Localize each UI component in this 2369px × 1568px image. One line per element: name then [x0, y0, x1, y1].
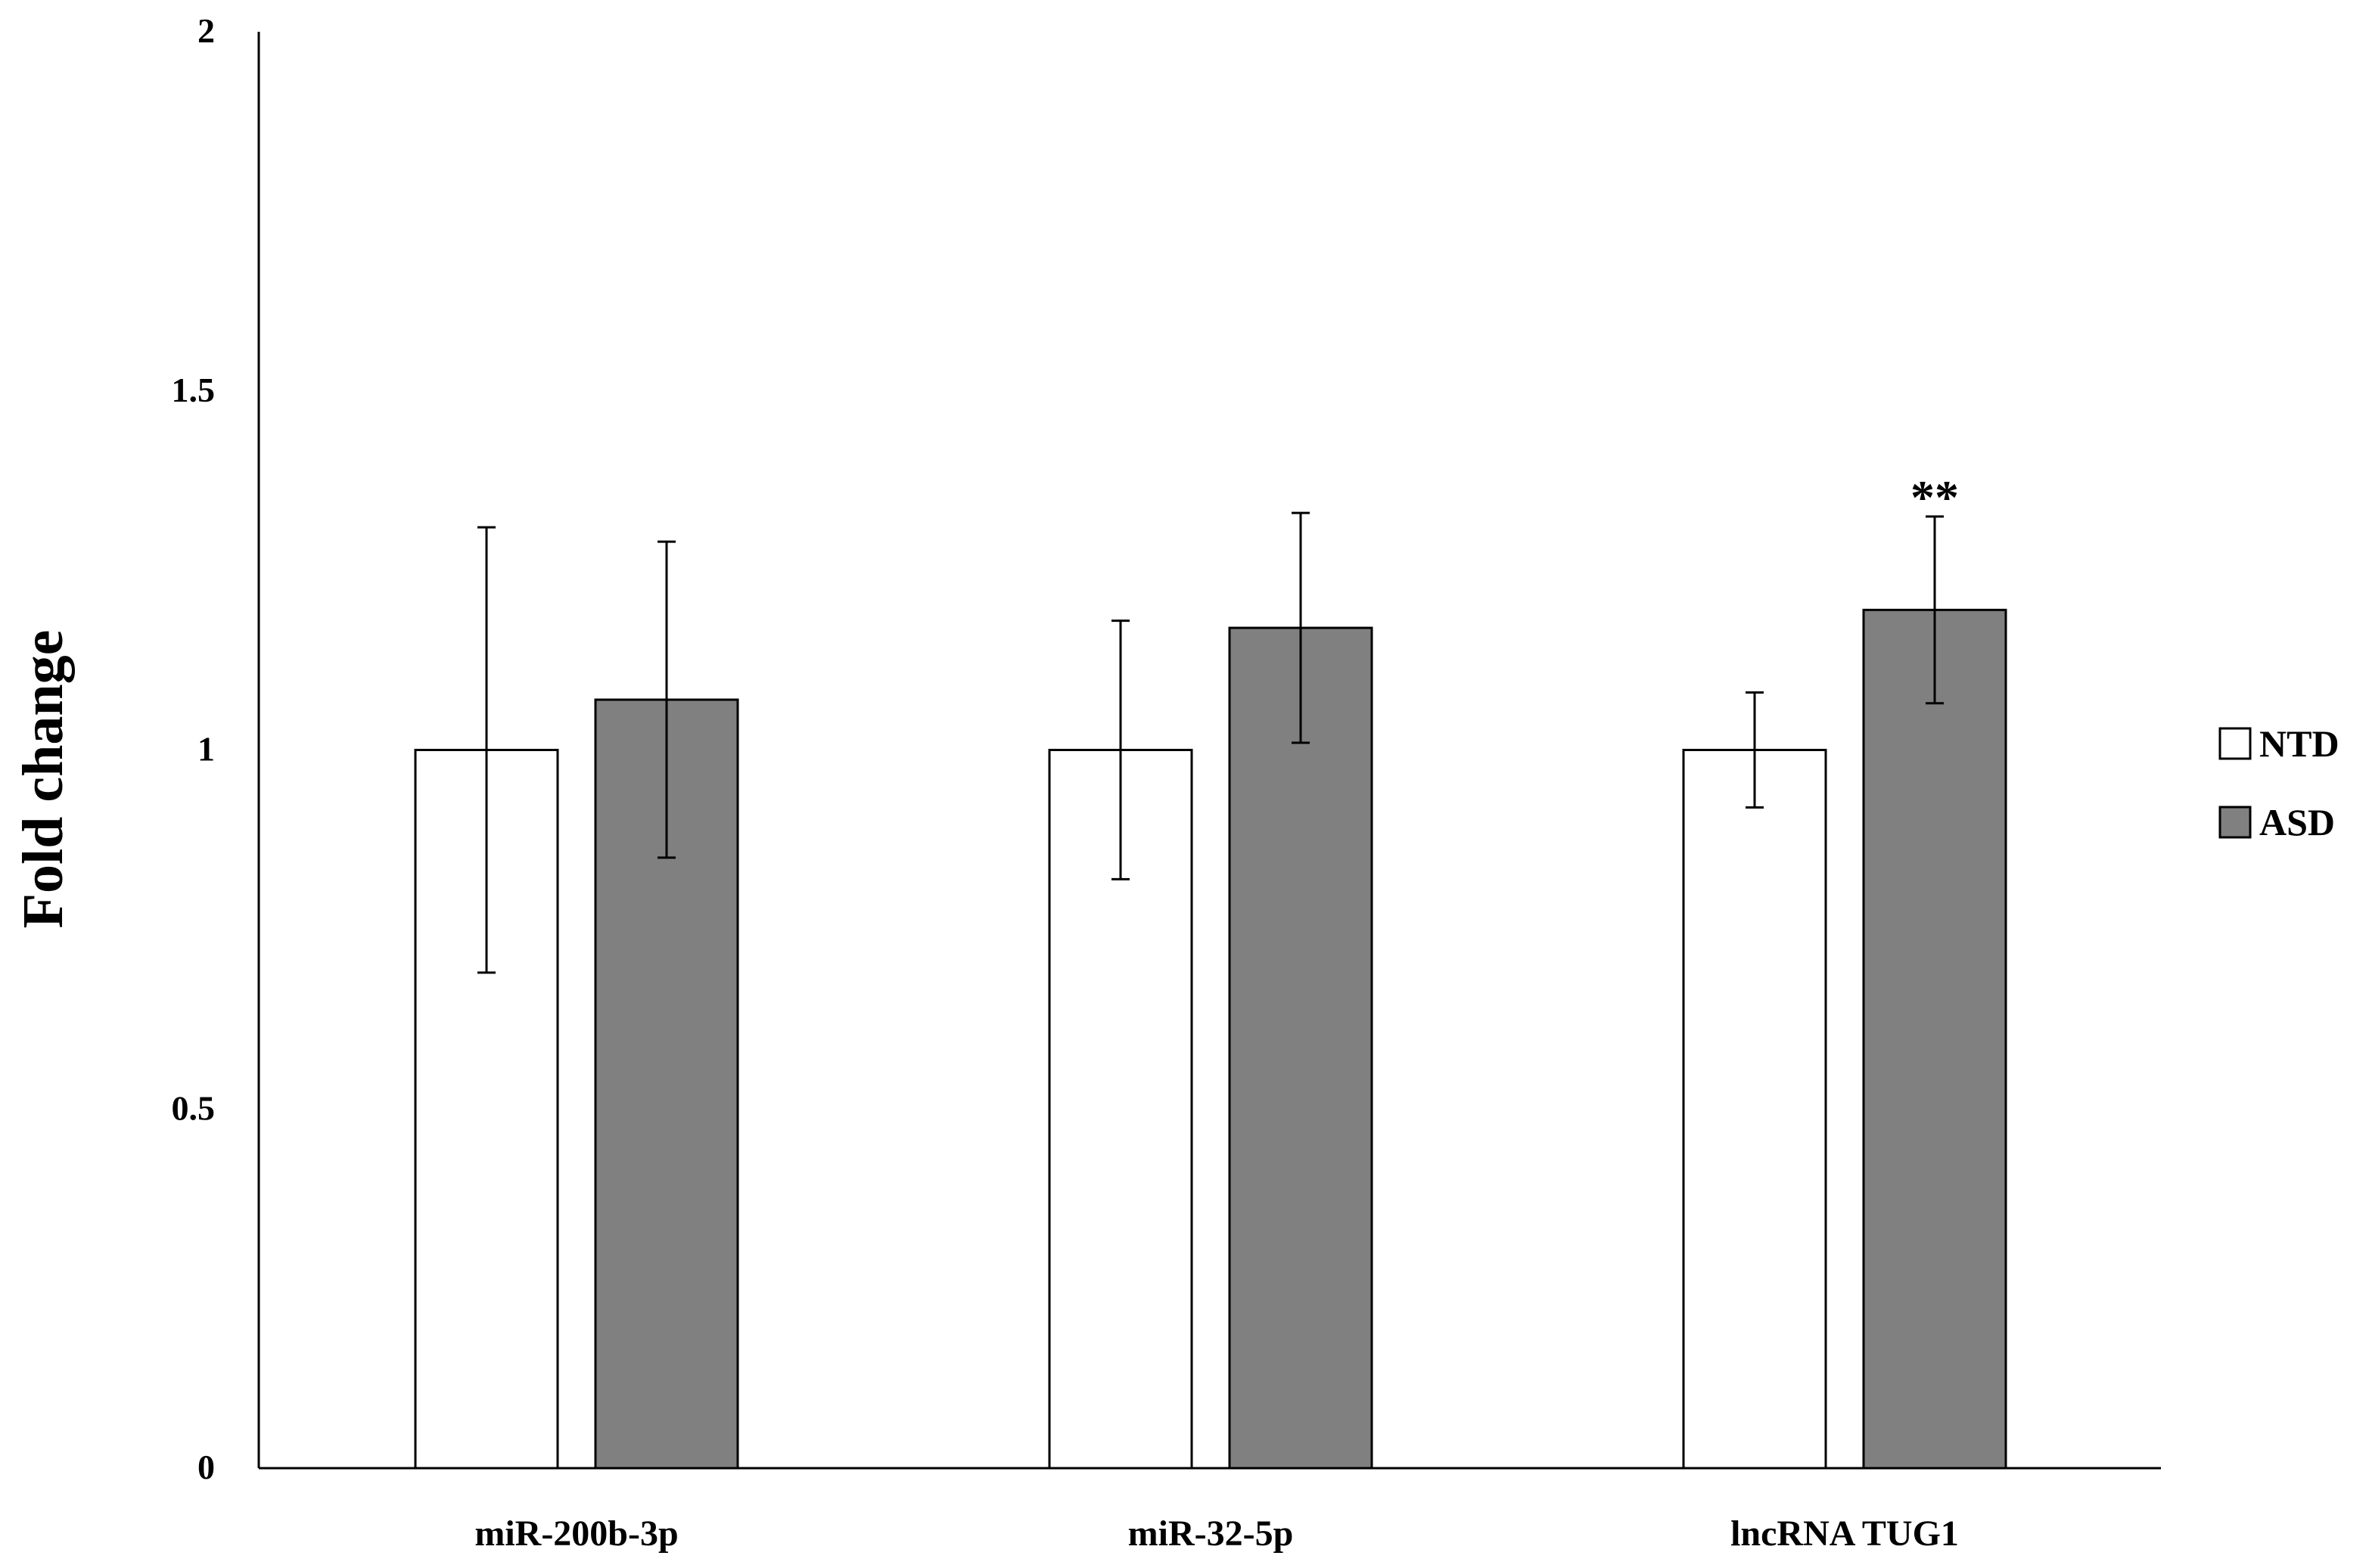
x-tick-label: miR-32-5p — [1128, 1514, 1294, 1554]
legend-item-ntd: NTD — [2218, 722, 2339, 765]
error-bar-ntd-1 — [1111, 619, 1130, 880]
error-bar-asd-0 — [658, 540, 676, 859]
bar-asd-1 — [1228, 626, 1373, 1470]
y-tick-label: 0.5 — [172, 1088, 216, 1127]
error-bar-ntd-0 — [477, 526, 496, 974]
legend: NTD ASD — [2218, 722, 2339, 843]
x-tick-label: miR-200b-3p — [474, 1514, 678, 1554]
legend-label: NTD — [2259, 722, 2339, 765]
x-tick-label: lncRNA TUG1 — [1730, 1514, 1959, 1554]
y-tick-label: 1 — [197, 730, 215, 768]
significance-annotation: ** — [1910, 470, 1959, 524]
bar-ntd-2 — [1682, 749, 1827, 1470]
legend-item-asd: ASD — [2218, 801, 2335, 843]
y-tick-label: 2 — [197, 11, 215, 50]
y-tick-label: 0 — [197, 1448, 215, 1486]
legend-swatch — [2218, 727, 2252, 760]
error-bars — [477, 511, 1944, 974]
legend-label: ASD — [2259, 801, 2335, 843]
y-axis-label: Fold change — [11, 630, 75, 929]
x-tick-labels: miR-200b-3p miR-32-5p lncRNA TUG1 — [474, 1514, 1959, 1554]
annotations: ** — [1910, 470, 1959, 524]
bar-asd-2 — [1862, 608, 2007, 1470]
y-tick-label: 1.5 — [172, 371, 216, 409]
error-bar-ntd-2 — [1746, 691, 1764, 809]
y-tick-labels: 0 0.5 1 1.5 2 — [172, 11, 216, 1486]
error-bar-asd-1 — [1292, 511, 1310, 744]
bars — [414, 608, 2007, 1470]
legend-swatch — [2218, 806, 2252, 839]
error-bar-asd-2 — [1926, 515, 1944, 705]
